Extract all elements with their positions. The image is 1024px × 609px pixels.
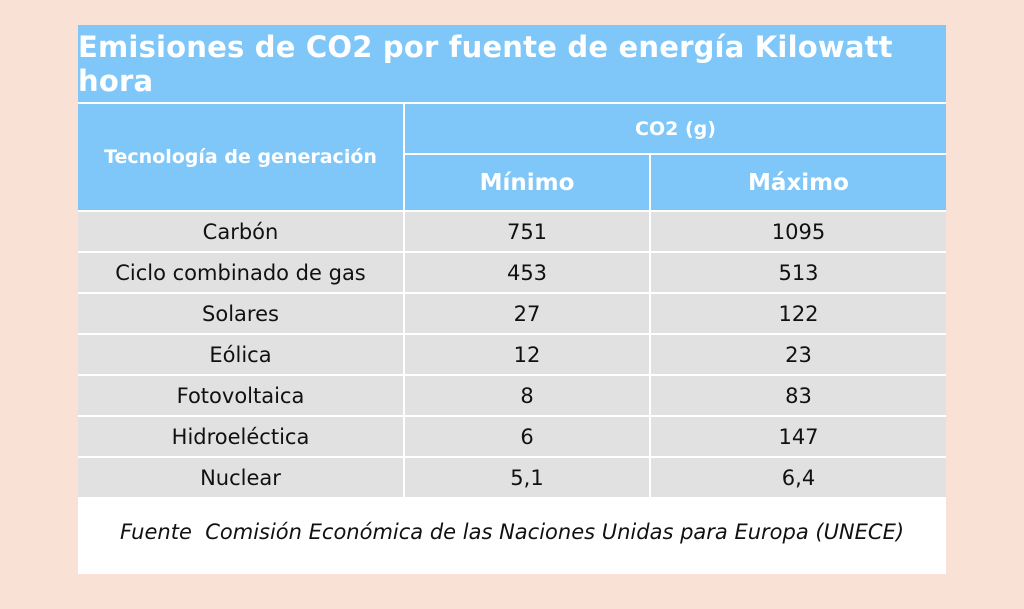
- table-row: Ciclo combinado de gas 453 513: [78, 251, 946, 293]
- row-minimum: 27: [404, 292, 651, 334]
- row-minimum: 751: [404, 210, 651, 252]
- row-technology: Nuclear: [78, 456, 405, 497]
- table-row: Nuclear 5,1 6,4: [78, 456, 946, 497]
- row-technology: Solares: [78, 292, 405, 334]
- row-minimum: 6: [404, 415, 651, 457]
- header-minimum: Mínimo: [404, 154, 651, 211]
- emissions-table-card: Emisiones de CO2 por fuente de energía K…: [78, 25, 946, 574]
- table-row: Carbón 751 1095: [78, 210, 946, 252]
- row-maximum: 1095: [650, 210, 946, 252]
- row-maximum: 83: [650, 374, 946, 416]
- row-maximum: 147: [650, 415, 946, 457]
- row-technology: Hidroeléctica: [78, 415, 405, 457]
- row-technology: Ciclo combinado de gas: [78, 251, 405, 293]
- header-maximum: Máximo: [650, 154, 946, 211]
- row-technology: Eólica: [78, 333, 405, 375]
- table-row: Fotovoltaica 8 83: [78, 374, 946, 416]
- row-technology: Carbón: [78, 210, 405, 252]
- row-minimum: 5,1: [404, 456, 651, 497]
- row-minimum: 8: [404, 374, 651, 416]
- row-maximum: 23: [650, 333, 946, 375]
- header-technology: Tecnología de generación: [78, 102, 405, 211]
- row-technology: Fotovoltaica: [78, 374, 405, 416]
- table-title: Emisiones de CO2 por fuente de energía K…: [78, 25, 946, 102]
- table-row: Eólica 12 23: [78, 333, 946, 375]
- row-minimum: 12: [404, 333, 651, 375]
- row-maximum: 513: [650, 251, 946, 293]
- emissions-table: Tecnología de generación CO2 (g) Mínimo …: [78, 102, 946, 497]
- header-co2: CO2 (g): [404, 102, 946, 155]
- source-note: Fuente Comisión Económica de las Nacione…: [119, 520, 905, 544]
- row-maximum: 6,4: [650, 456, 946, 497]
- row-maximum: 122: [650, 292, 946, 334]
- row-minimum: 453: [404, 251, 651, 293]
- table-row: Solares 27 122: [78, 292, 946, 334]
- table-row: Hidroeléctica 6 147: [78, 415, 946, 457]
